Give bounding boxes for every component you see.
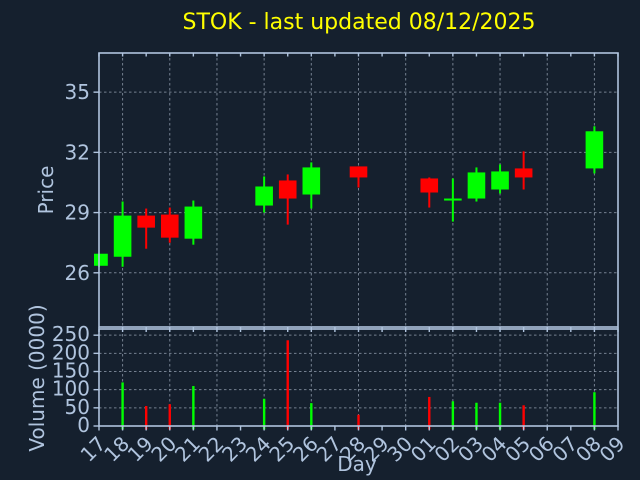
candle-body — [278, 180, 297, 199]
volume-bar — [593, 392, 596, 430]
candles — [94, 126, 604, 267]
volume-bar — [522, 405, 525, 430]
candle-body — [467, 172, 486, 199]
candle-body — [444, 198, 462, 201]
tick-labels: 2629323505010015020025017181920212223242… — [52, 80, 630, 466]
volume-bar — [357, 414, 360, 430]
volume-tick-label: 0 — [77, 413, 90, 437]
volume-tick-label: 150 — [52, 359, 90, 383]
volume-tick-label: 50 — [65, 395, 90, 419]
volume-bar — [262, 398, 266, 430]
candle-body — [137, 215, 155, 228]
candle-body — [514, 168, 533, 178]
candle-body — [349, 166, 368, 178]
candle-body — [585, 131, 604, 169]
candle-body — [255, 186, 273, 206]
volume-bars — [121, 340, 596, 430]
volume-bar — [451, 401, 455, 430]
price-tick-label: 29 — [65, 201, 90, 225]
volume-bar — [310, 403, 313, 430]
volume-bar — [144, 406, 148, 430]
volume-bar — [475, 402, 478, 430]
volume-bar — [121, 382, 124, 430]
day-axis-label: Day — [337, 452, 377, 476]
volume-tick-label: 200 — [52, 340, 90, 364]
candle-body — [184, 206, 203, 239]
volume-axis-label: Volume (0000) — [25, 304, 49, 452]
volume-bar — [428, 396, 431, 430]
volume-bar — [498, 402, 502, 430]
volume-tick-label: 250 — [52, 322, 90, 346]
price-tick-label: 32 — [65, 140, 90, 164]
candle-body — [113, 215, 132, 257]
candle-body — [420, 178, 439, 193]
volume-bar — [192, 386, 195, 430]
gridlines — [99, 53, 618, 426]
volume-tick-label: 100 — [52, 377, 90, 401]
candle-body — [94, 253, 108, 266]
candle-body — [302, 167, 321, 195]
volume-bar — [168, 404, 171, 430]
price-tick-label: 35 — [65, 80, 90, 104]
price-tick-label: 26 — [65, 261, 90, 285]
day-tick-label: 09 — [595, 432, 630, 467]
volume-bar — [286, 340, 289, 430]
candle-body — [160, 214, 179, 238]
price-axis-label: Price — [34, 165, 58, 215]
candle-body — [491, 171, 509, 190]
tick-marks — [93, 53, 619, 431]
chart-title: STOK - last updated 08/12/2025 — [182, 10, 536, 35]
